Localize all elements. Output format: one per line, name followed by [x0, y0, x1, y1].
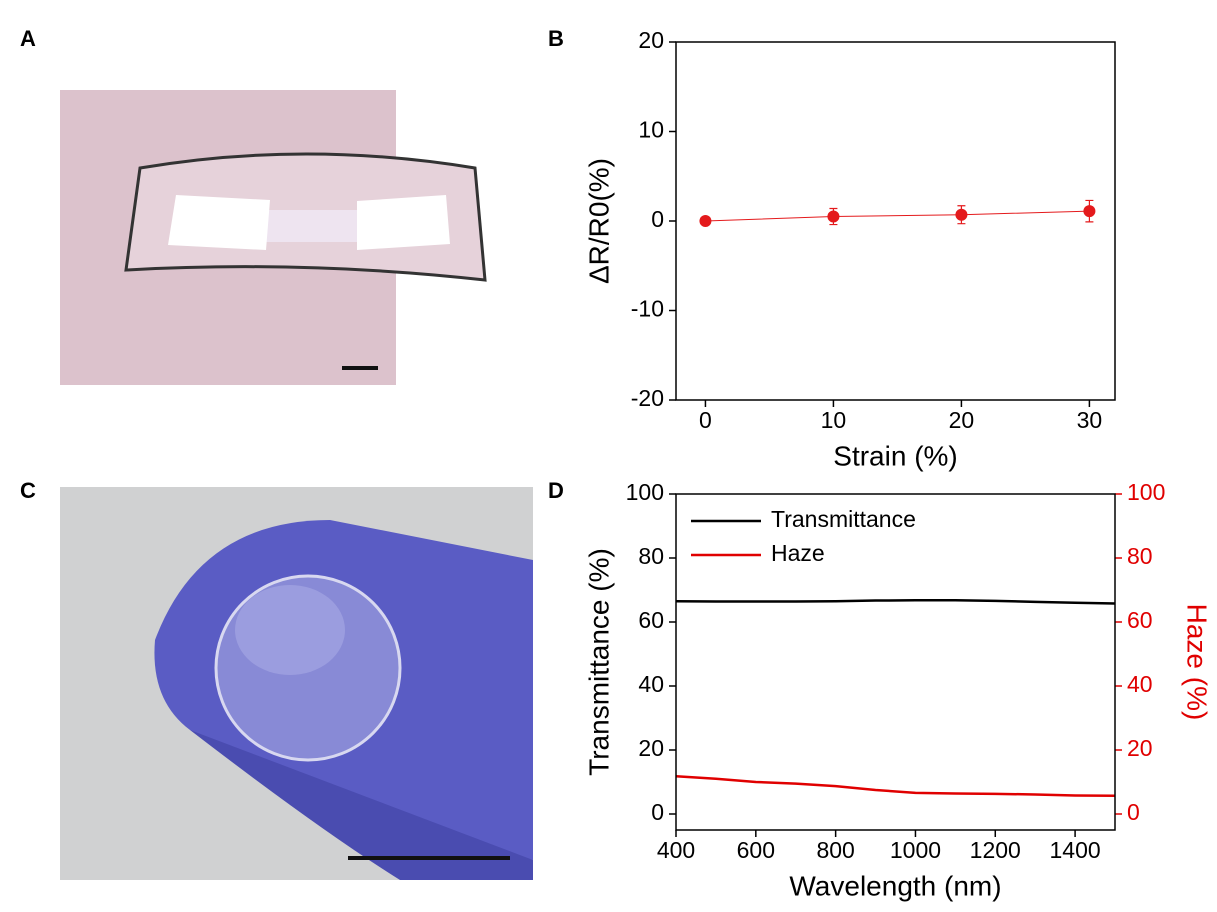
- y-tick-label: 0: [651, 799, 664, 825]
- panel-label: B: [548, 26, 564, 51]
- x-tick-label: 400: [657, 837, 695, 863]
- plot-frame: [675, 41, 1116, 401]
- y-axis-title: ΔR/R0(%): [583, 158, 614, 284]
- point: [699, 215, 712, 227]
- series-line: [675, 598, 1116, 605]
- panel-label: C: [20, 478, 36, 503]
- photo-c: [60, 487, 533, 880]
- y-tick-label: -10: [631, 296, 664, 322]
- x-tick-label: 600: [737, 837, 775, 863]
- y-tick-label: 40: [638, 671, 664, 697]
- y-tick-label: 0: [651, 206, 664, 232]
- panel-label: A: [20, 26, 36, 51]
- x-tick-label: 20: [949, 407, 975, 433]
- y-tick-label: 20: [638, 27, 664, 53]
- point: [827, 210, 840, 223]
- x-tick-label: 30: [1077, 407, 1103, 433]
- y-tick-label: 100: [626, 479, 664, 505]
- y-tick-label: -20: [631, 385, 664, 411]
- y-tick-label: 10: [638, 117, 664, 143]
- x-tick-label: 1000: [890, 837, 941, 863]
- x-tick-label: 0: [699, 407, 712, 433]
- y2-axis-title: Haze (%): [1182, 604, 1213, 721]
- y-tick-label: 60: [638, 607, 664, 633]
- y2-tick-label: 40: [1127, 671, 1153, 697]
- photo-a: [60, 90, 487, 385]
- y-tick-label: 20: [638, 735, 664, 761]
- y2-tick-label: 20: [1127, 735, 1153, 761]
- x-axis-title: Strain (%): [833, 440, 957, 471]
- y-tick-label: 80: [638, 543, 664, 569]
- point: [955, 208, 968, 221]
- legend-label: Haze: [771, 540, 825, 566]
- x-tick-label: 10: [821, 407, 847, 433]
- y2-tick-label: 60: [1127, 607, 1153, 633]
- x-tick-label: 1400: [1050, 837, 1101, 863]
- plot-frame: [675, 493, 1116, 831]
- x-tick-label: 800: [816, 837, 854, 863]
- panel-label: D: [548, 478, 564, 503]
- point: [1083, 205, 1096, 218]
- series-line: [675, 774, 1116, 798]
- x-axis-title: Wavelength (nm): [789, 870, 1001, 901]
- y2-tick-label: 0: [1127, 799, 1140, 825]
- y2-tick-label: 80: [1127, 543, 1153, 569]
- y2-tick-label: 100: [1127, 479, 1165, 505]
- x-tick-label: 1200: [970, 837, 1021, 863]
- y-axis-title: Transmittance (%): [583, 548, 614, 776]
- legend-label: Transmittance: [771, 506, 916, 532]
- series-line: [705, 210, 1090, 222]
